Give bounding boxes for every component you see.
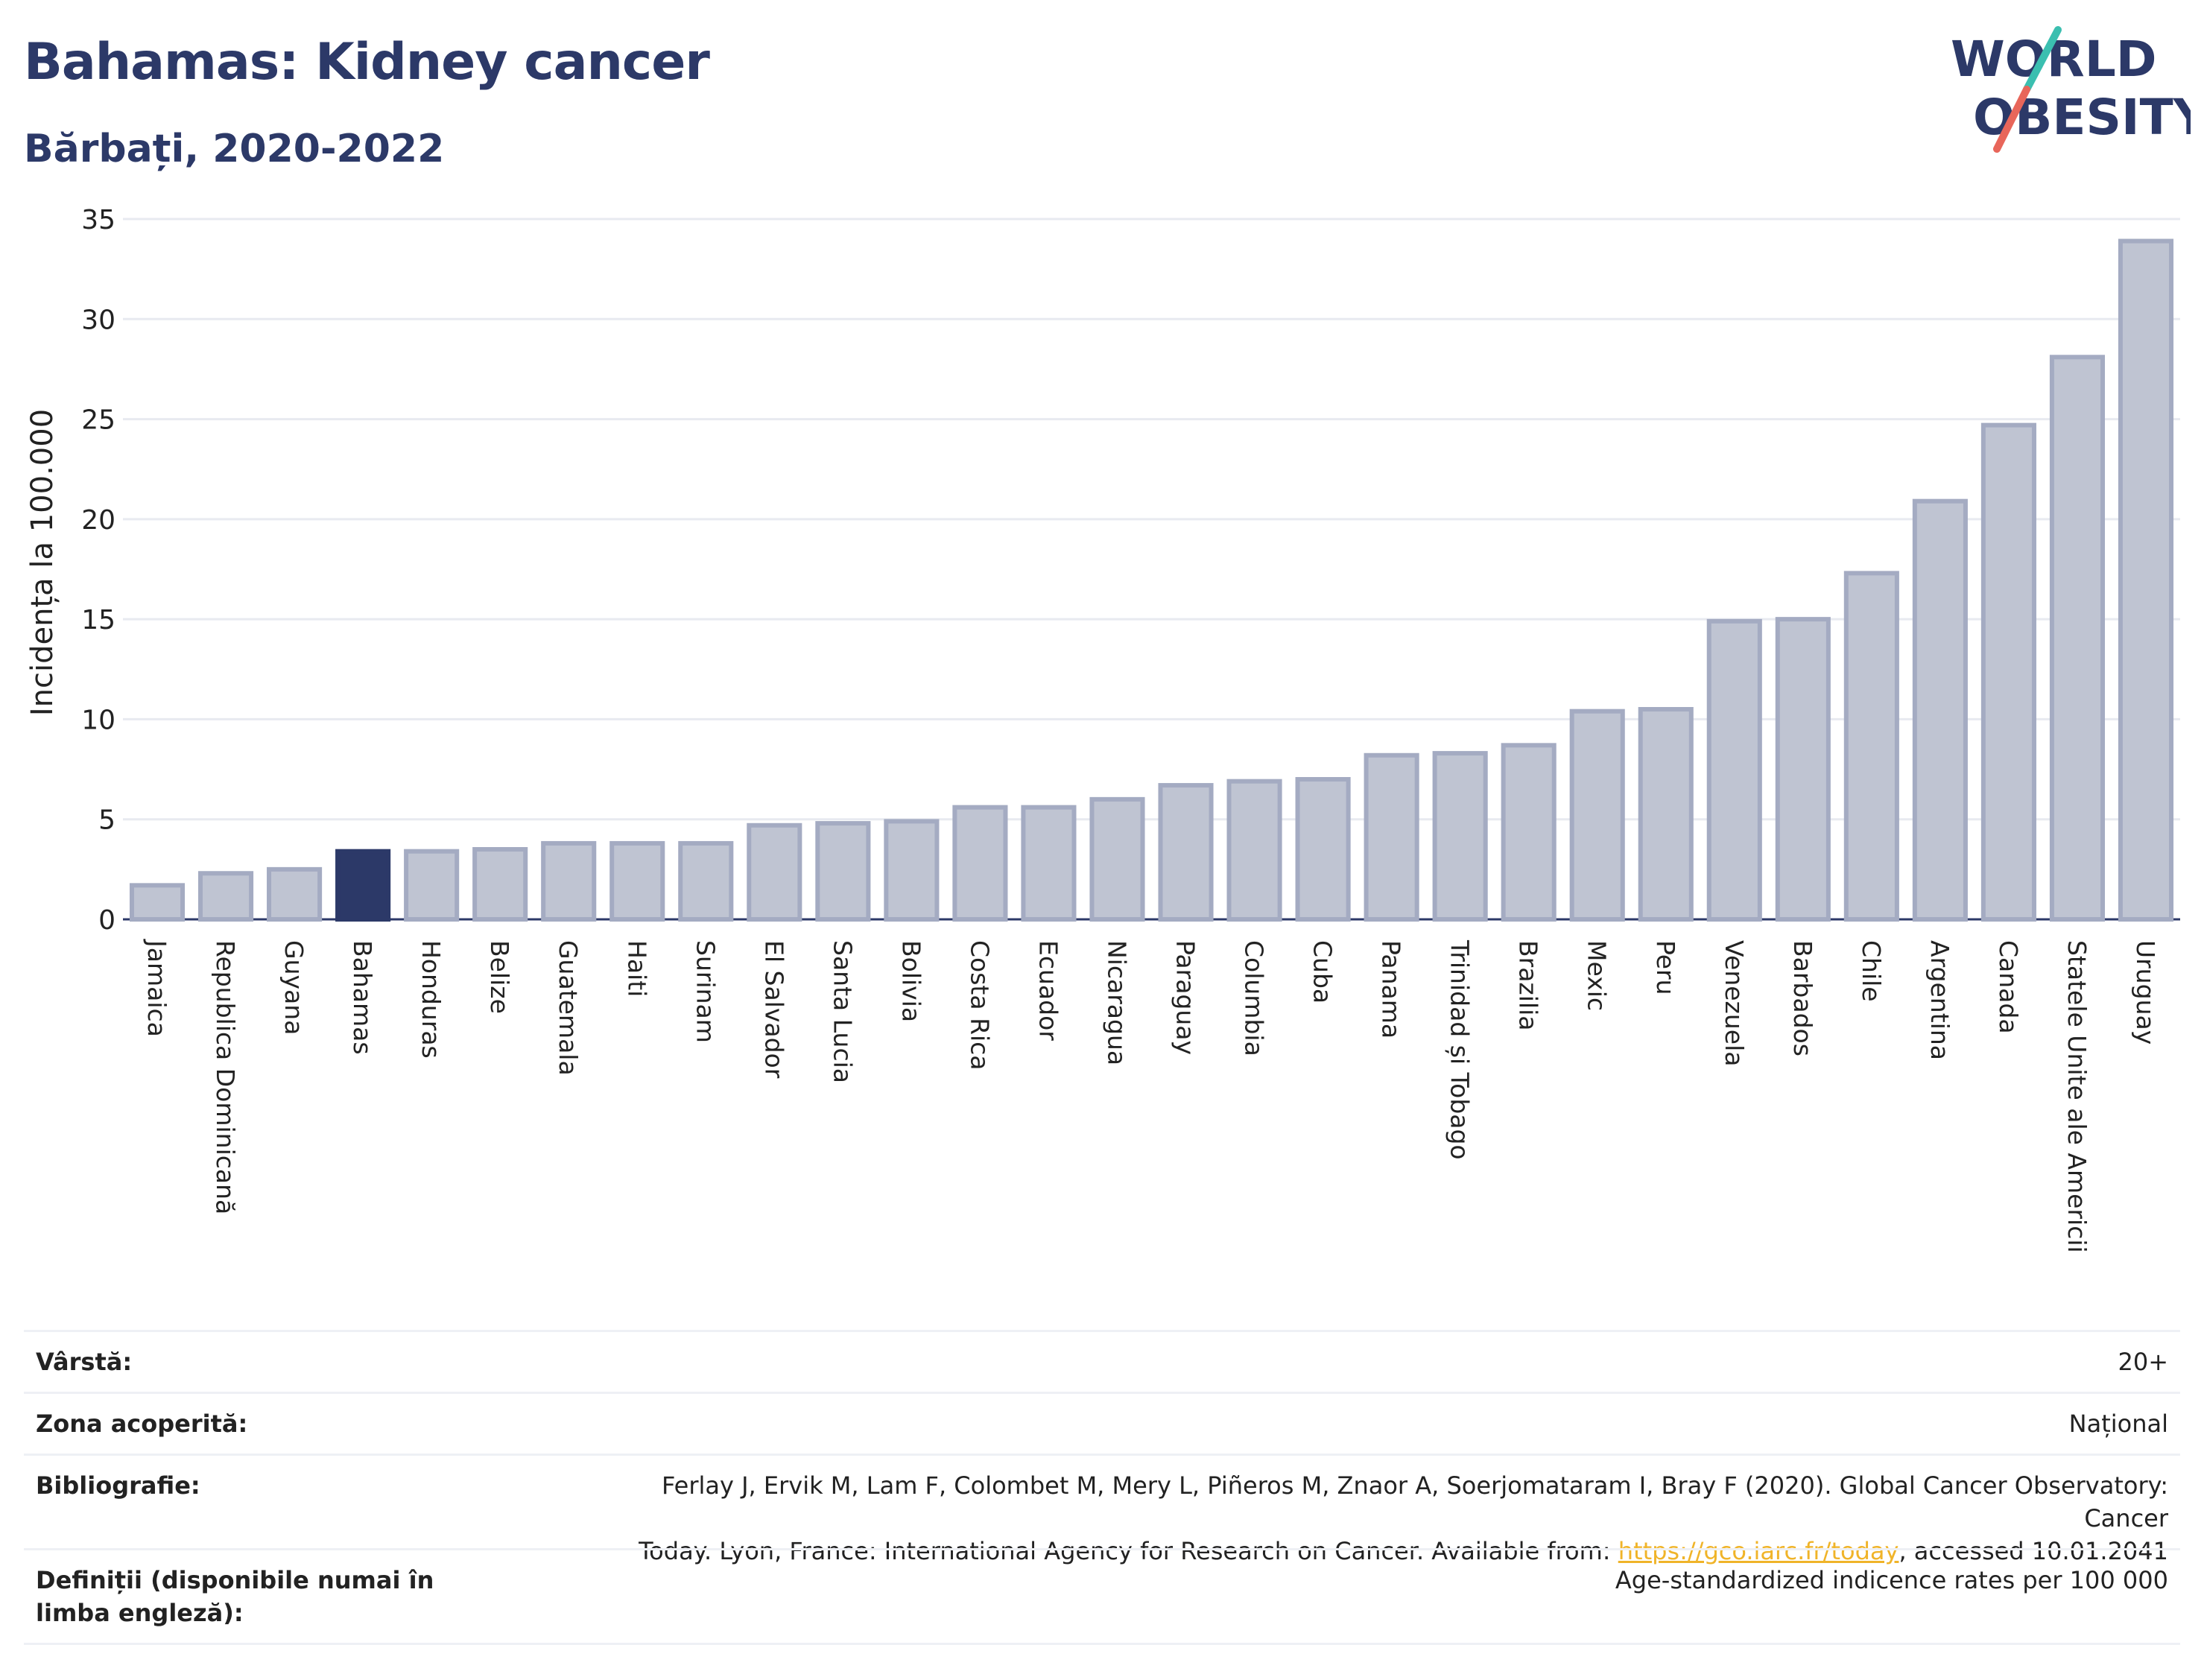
y-tick-label: 0 bbox=[98, 905, 115, 936]
area-label: Zona acoperită: bbox=[36, 1410, 248, 1438]
x-tick-label: El Salvador bbox=[759, 940, 788, 1079]
y-tick-label: 5 bbox=[98, 805, 115, 836]
info-row-area: Zona acoperită: Național bbox=[24, 1392, 2180, 1454]
x-tick-label: Guyana bbox=[279, 940, 308, 1035]
x-tick-label: Guatemala bbox=[554, 940, 583, 1076]
x-tick-label: Barbados bbox=[1788, 940, 1817, 1056]
y-tick-label: 20 bbox=[81, 505, 115, 536]
chart-title: Bahamas: Kidney cancer bbox=[24, 33, 710, 92]
bar bbox=[1980, 422, 2036, 922]
x-tick-labels: Jamaica Republica Dominicană Guyana Bahamas… bbox=[142, 939, 2160, 1253]
logo-slash-coral bbox=[1993, 86, 2030, 153]
bar bbox=[1295, 777, 1351, 922]
bibliography-text-3: , accessed 10.01.2041 bbox=[1899, 1537, 2168, 1565]
x-tick-label: Brazilia bbox=[1514, 940, 1543, 1030]
bar bbox=[541, 840, 597, 922]
x-tick-label: Chile bbox=[1857, 940, 1886, 1002]
definitions-value: Age-standardized indicence rates per 100… bbox=[1615, 1566, 2168, 1594]
bar bbox=[267, 866, 323, 922]
bar bbox=[1706, 618, 1762, 922]
y-tick-label: 25 bbox=[81, 405, 115, 436]
bibliography-value: Ferlay J, Ervik M, Lam F, Colombet M, Me… bbox=[604, 1469, 2168, 1568]
bar-highlighted bbox=[335, 849, 391, 922]
x-tick-label: Republica Dominicană bbox=[211, 940, 240, 1214]
x-tick-label: Bahamas bbox=[348, 940, 377, 1055]
world-obesity-logo: WORLD OBESITY bbox=[1951, 26, 2191, 153]
bibliography-text-2: Today. Lyon, France: International Agenc… bbox=[639, 1537, 1618, 1565]
bar bbox=[1364, 752, 1419, 922]
bar bbox=[472, 847, 528, 922]
bar bbox=[1226, 779, 1282, 922]
area-value: Național bbox=[2068, 1410, 2168, 1438]
bar bbox=[2049, 355, 2106, 922]
x-tick-label: Panama bbox=[1377, 940, 1406, 1039]
y-tick-label: 35 bbox=[81, 205, 115, 235]
x-tick-label: Haiti bbox=[622, 940, 651, 997]
x-tick-label: Costa Rica bbox=[965, 940, 994, 1071]
bar bbox=[1569, 709, 1625, 922]
x-tick-label: Surinam bbox=[691, 940, 720, 1043]
x-tick-label: Santa Lucia bbox=[828, 940, 857, 1083]
x-tick-label: Belize bbox=[485, 940, 514, 1014]
y-tick-labels: 0 5 10 15 20 25 30 35 bbox=[81, 205, 115, 936]
bars bbox=[129, 238, 2174, 922]
grid-lines bbox=[123, 218, 2180, 921]
y-tick-label: 30 bbox=[81, 305, 115, 335]
bar bbox=[609, 840, 665, 922]
x-tick-label: Columbia bbox=[1240, 940, 1269, 1056]
x-tick-label: Venezuela bbox=[1720, 940, 1749, 1066]
info-table: Vârstă: 20+ Zona acoperită: Național Bib… bbox=[24, 1330, 2180, 1645]
x-tick-label: Ecuador bbox=[1033, 940, 1063, 1041]
bar bbox=[884, 819, 940, 922]
x-tick-label: Mexic bbox=[1583, 940, 1612, 1011]
info-row-age: Vârstă: 20+ bbox=[24, 1330, 2180, 1392]
bar bbox=[1089, 796, 1145, 922]
age-label: Vârstă: bbox=[36, 1348, 133, 1376]
x-tick-label: Argentina bbox=[1925, 940, 1954, 1060]
info-row-definitions: Definiții (disponibile numai în limba en… bbox=[24, 1548, 2180, 1645]
bar bbox=[815, 821, 871, 922]
bar bbox=[1912, 498, 1968, 922]
bar bbox=[404, 849, 460, 922]
bar-chart: 0 5 10 15 20 25 30 35 Jamaica Republica Dominica… bbox=[25, 205, 2180, 1253]
info-row-bibliography: Bibliografie: Ferlay J, Ervik M, Lam F, … bbox=[24, 1454, 2180, 1565]
y-tick-label: 15 bbox=[81, 605, 115, 635]
logo-slash-teal bbox=[2023, 26, 2062, 93]
x-tick-label: Canada bbox=[1994, 940, 2023, 1034]
bar bbox=[747, 822, 802, 922]
bar bbox=[952, 805, 1008, 922]
x-tick-label: Trinidad și Tobago bbox=[1445, 939, 1475, 1160]
x-tick-label: Cuba bbox=[1308, 940, 1337, 1004]
y-tick-label: 10 bbox=[81, 705, 115, 735]
bar bbox=[1638, 707, 1694, 922]
bar bbox=[129, 883, 186, 922]
bibliography-label: Bibliografie: bbox=[36, 1471, 200, 1500]
x-tick-label: Uruguay bbox=[2131, 940, 2160, 1045]
bar bbox=[1775, 617, 1831, 922]
x-tick-label: Honduras bbox=[417, 940, 446, 1059]
x-tick-label: Jamaica bbox=[142, 939, 171, 1037]
bar bbox=[1021, 805, 1077, 922]
bibliography-line-1: Ferlay J, Ervik M, Lam F, Colombet M, Me… bbox=[662, 1471, 2168, 1532]
bar bbox=[1843, 571, 1899, 922]
bar bbox=[2118, 238, 2174, 922]
y-axis-label: Incidența la 100.000 bbox=[25, 409, 60, 716]
x-tick-label: Statele Unite ale Americii bbox=[2062, 940, 2091, 1253]
bar bbox=[1158, 783, 1214, 922]
age-value: 20+ bbox=[2118, 1348, 2168, 1376]
bar bbox=[678, 840, 734, 922]
x-tick-label: Peru bbox=[1651, 940, 1680, 995]
bibliography-link[interactable]: https://gco.iarc.fr/today bbox=[1618, 1537, 1899, 1565]
x-tick-label: Paraguay bbox=[1171, 940, 1200, 1055]
bar bbox=[197, 871, 254, 922]
x-tick-label: Bolivia bbox=[896, 940, 925, 1022]
x-tick-label: Nicaragua bbox=[1102, 940, 1131, 1065]
bar bbox=[1432, 751, 1488, 922]
bar bbox=[1501, 743, 1557, 922]
definitions-label: Definiții (disponibile numai în limba en… bbox=[36, 1566, 434, 1627]
bibliography-line-2: Today. Lyon, France: International Agenc… bbox=[604, 1535, 2168, 1568]
chart-subtitle: Bărbați, 2020-2022 bbox=[24, 127, 445, 171]
